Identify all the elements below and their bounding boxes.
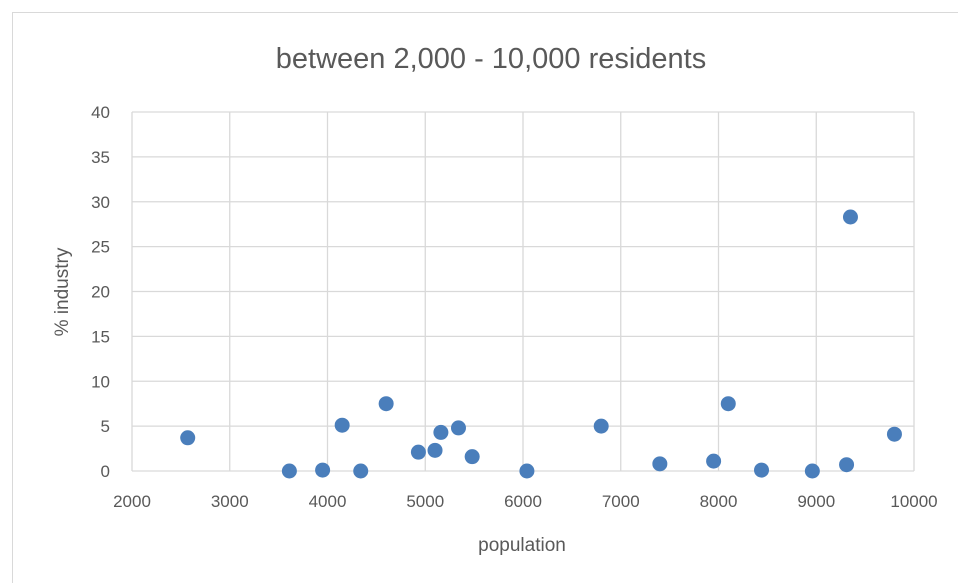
data-point (427, 442, 443, 458)
data-point (804, 463, 820, 479)
y-tick-label: 30 (91, 193, 110, 212)
y-axis-title: % industry (52, 247, 73, 336)
x-tick-label: 4000 (309, 492, 347, 511)
data-point (353, 463, 369, 479)
x-tick-label: 10000 (890, 492, 937, 511)
x-tick-label: 3000 (211, 492, 249, 511)
data-point (652, 456, 668, 472)
gridlines (131, 111, 915, 472)
data-point (450, 420, 466, 436)
data-point (754, 462, 770, 478)
data-point (464, 449, 480, 465)
x-tick-label: 9000 (797, 492, 835, 511)
data-point (281, 463, 297, 479)
y-axis-tick-labels: 0 5 10 15 20 25 30 35 40 (91, 103, 110, 481)
data-point (378, 396, 394, 412)
x-axis-tick-labels: 2000 3000 4000 5000 6000 7000 8000 9000 10000 (113, 492, 938, 511)
chart-title: between 2,000 - 10,000 residents (276, 43, 706, 75)
y-tick-label: 10 (91, 372, 110, 391)
y-tick-label: 0 (101, 462, 110, 481)
data-point (720, 396, 736, 412)
y-tick-label: 35 (91, 148, 110, 167)
y-tick-label: 15 (91, 327, 110, 346)
data-point (593, 418, 609, 434)
y-tick-label: 25 (91, 238, 110, 257)
x-axis-title: population (478, 535, 566, 556)
data-point (433, 424, 449, 440)
data-point (519, 463, 535, 479)
data-point (180, 430, 196, 446)
data-point (842, 209, 858, 225)
data-point (334, 417, 350, 433)
data-point (839, 457, 855, 473)
chart-area (12, 12, 958, 583)
x-tick-label: 2000 (113, 492, 151, 511)
x-tick-label: 6000 (504, 492, 542, 511)
data-point (706, 453, 722, 469)
data-point (315, 462, 331, 478)
data-points (180, 209, 902, 479)
y-tick-label: 20 (91, 283, 110, 302)
data-point (410, 444, 426, 460)
y-tick-label: 40 (91, 103, 110, 122)
x-tick-label: 5000 (406, 492, 444, 511)
y-tick-label: 5 (101, 417, 110, 436)
data-point (886, 426, 902, 442)
x-tick-label: 7000 (602, 492, 640, 511)
x-tick-label: 8000 (700, 492, 738, 511)
